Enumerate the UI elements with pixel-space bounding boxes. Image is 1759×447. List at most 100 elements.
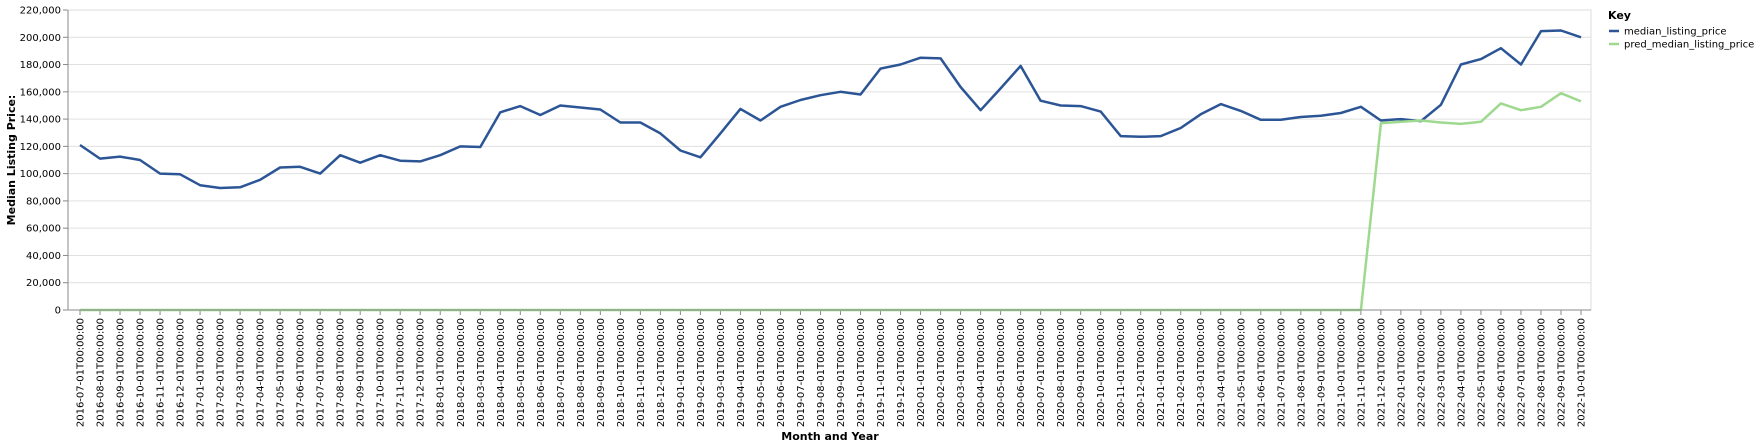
x-tick-label: 2019-06-01T00:00:00: [776, 318, 787, 427]
x-tick-label: 2017-10-01T00:00:00: [376, 318, 387, 427]
x-tick-label: 2018-12-01T00:00:00: [656, 318, 667, 427]
plot-frame: [67, 9, 1592, 311]
y-tick-label: 60,000: [26, 224, 61, 235]
x-tick-label: 2017-05-01T00:00:00: [276, 318, 287, 427]
x-tick-label: 2016-08-01T00:00:00: [96, 318, 107, 427]
x-tick-label: 2016-09-01T00:00:00: [116, 318, 127, 427]
x-tick-label: 2021-09-01T00:00:00: [1316, 318, 1327, 427]
x-tick-label: 2020-05-01T00:00:00: [996, 318, 1007, 427]
x-tick-label: 2022-03-01T00:00:00: [1436, 318, 1447, 427]
y-tick-label: 100,000: [20, 169, 61, 180]
legend-label: median_listing_price: [1624, 27, 1727, 38]
x-axis-ticks: 2016-07-01T00:00:00 2016-08-01T00:00:00 20…: [76, 310, 1588, 427]
x-tick-label: 2017-09-01T00:00:00: [356, 318, 367, 427]
x-tick-label: 2022-10-01T00:00:00: [1577, 318, 1588, 427]
x-tick-label: 2021-10-01T00:00:00: [1336, 318, 1347, 427]
x-tick-label: 2018-02-01T00:00:00: [456, 318, 467, 427]
x-tick-label: 2016-07-01T00:00:00: [76, 318, 87, 427]
x-tick-label: 2020-08-01T00:00:00: [1056, 318, 1067, 427]
x-tick-label: 2020-11-01T00:00:00: [1116, 318, 1127, 427]
x-tick-label: 2021-05-01T00:00:00: [1236, 318, 1247, 427]
x-tick-label: 2020-10-01T00:00:00: [1096, 318, 1107, 427]
x-tick-label: 2019-03-01T00:00:00: [716, 318, 727, 427]
x-tick-label: 2021-08-01T00:00:00: [1296, 318, 1307, 427]
x-tick-label: 2019-05-01T00:00:00: [756, 318, 767, 427]
x-tick-label: 2022-06-01T00:00:00: [1496, 318, 1507, 427]
x-tick-label: 2019-12-01T00:00:00: [896, 318, 907, 427]
x-tick-label: 2020-12-01T00:00:00: [1136, 318, 1147, 427]
x-tick-label: 2021-02-01T00:00:00: [1176, 318, 1187, 427]
x-tick-label: 2019-11-01T00:00:00: [876, 318, 887, 427]
x-tick-label: 2018-03-01T00:00:00: [476, 318, 487, 427]
y-tick-label: 160,000: [20, 87, 61, 98]
x-tick-label: 2022-04-01T00:00:00: [1456, 318, 1467, 427]
x-tick-label: 2019-02-01T00:00:00: [696, 318, 707, 427]
x-tick-label: 2018-09-01T00:00:00: [596, 318, 607, 427]
x-tick-label: 2018-01-01T00:00:00: [436, 318, 447, 427]
x-tick-label: 2021-12-01T00:00:00: [1376, 318, 1387, 427]
x-tick-label: 2018-04-01T00:00:00: [496, 318, 507, 427]
x-axis-title: Month and Year: [781, 430, 879, 443]
x-tick-label: 2017-11-01T00:00:00: [396, 318, 407, 427]
x-tick-label: 2020-02-01T00:00:00: [936, 318, 947, 427]
legend-label: pred_median_listing_price: [1624, 40, 1754, 51]
x-tick-label: 2022-01-01T00:00:00: [1396, 318, 1407, 427]
x-tick-label: 2020-06-01T00:00:00: [1016, 318, 1027, 427]
x-tick-label: 2021-04-01T00:00:00: [1216, 318, 1227, 427]
x-tick-label: 2017-08-01T00:00:00: [336, 318, 347, 427]
x-tick-label: 2021-01-01T00:00:00: [1156, 318, 1167, 427]
x-tick-label: 2019-09-01T00:00:00: [836, 318, 847, 427]
x-tick-label: 2017-01-01T00:00:00: [196, 318, 207, 427]
x-tick-label: 2017-04-01T00:00:00: [256, 318, 267, 427]
x-tick-label: 2021-06-01T00:00:00: [1256, 318, 1267, 427]
x-tick-label: 2019-01-01T00:00:00: [676, 318, 687, 427]
y-tick-label: 120,000: [20, 142, 61, 153]
y-tick-label: 200,000: [20, 33, 61, 44]
x-tick-label: 2022-02-01T00:00:00: [1416, 318, 1427, 427]
x-tick-label: 2022-09-01T00:00:00: [1556, 318, 1567, 427]
x-tick-label: 2016-12-01T00:00:00: [176, 318, 187, 427]
x-tick-label: 2020-04-01T00:00:00: [976, 318, 987, 427]
y-axis-title: Median Listing Price:: [5, 95, 18, 226]
x-tick-label: 2016-10-01T00:00:00: [136, 318, 147, 427]
x-tick-label: 2017-02-01T00:00:00: [216, 318, 227, 427]
y-tick-label: 220,000: [20, 6, 61, 17]
y-tick-label: 0: [55, 306, 61, 317]
x-tick-label: 2021-03-01T00:00:00: [1196, 318, 1207, 427]
y-tick-label: 40,000: [26, 251, 61, 262]
x-tick-label: 2020-01-01T00:00:00: [916, 318, 927, 427]
gridlines: [68, 9, 1591, 311]
legend-title: Key: [1608, 9, 1631, 22]
x-tick-label: 2017-07-01T00:00:00: [316, 318, 327, 427]
x-tick-label: 2019-10-01T00:00:00: [856, 318, 867, 427]
x-tick-label: 2018-07-01T00:00:00: [556, 318, 567, 427]
y-axis-ticks: 0 20,000 40,000 60,000 80,000 100,000 120,000 1…: [20, 6, 68, 317]
series-lines: [79, 29, 1582, 312]
x-tick-label: 2017-12-01T00:00:00: [416, 318, 427, 427]
x-tick-label: 2018-06-01T00:00:00: [536, 318, 547, 427]
x-tick-label: 2019-04-01T00:00:00: [736, 318, 747, 427]
y-tick-label: 80,000: [26, 196, 61, 207]
x-tick-label: 2022-07-01T00:00:00: [1516, 318, 1527, 427]
x-tick-label: 2018-10-01T00:00:00: [616, 318, 627, 427]
x-tick-label: 2016-11-01T00:00:00: [156, 318, 167, 427]
series-line-median-listing-price: [79, 29, 1582, 190]
x-tick-label: 2021-11-01T00:00:00: [1356, 318, 1367, 427]
x-tick-label: 2019-07-01T00:00:00: [796, 318, 807, 427]
series-line-pred-median-listing-price: [80, 91, 1582, 312]
x-tick-label: 2019-08-01T00:00:00: [816, 318, 827, 427]
x-tick-label: 2018-05-01T00:00:00: [516, 318, 527, 427]
x-tick-label: 2017-03-01T00:00:00: [236, 318, 247, 427]
y-tick-label: 140,000: [20, 115, 61, 126]
x-tick-label: 2022-05-01T00:00:00: [1476, 318, 1487, 427]
y-tick-label: 180,000: [20, 60, 61, 71]
x-tick-label: 2022-08-01T00:00:00: [1536, 318, 1547, 427]
x-tick-label: 2017-06-01T00:00:00: [296, 318, 307, 427]
x-tick-label: 2018-08-01T00:00:00: [576, 318, 587, 427]
x-tick-label: 2020-03-01T00:00:00: [956, 318, 967, 427]
y-tick-label: 20,000: [26, 278, 61, 289]
x-tick-label: 2021-07-01T00:00:00: [1276, 318, 1287, 427]
legend: Key median_listing_price pred_median_list…: [1608, 9, 1754, 51]
x-tick-label: 2018-11-01T00:00:00: [636, 318, 647, 427]
